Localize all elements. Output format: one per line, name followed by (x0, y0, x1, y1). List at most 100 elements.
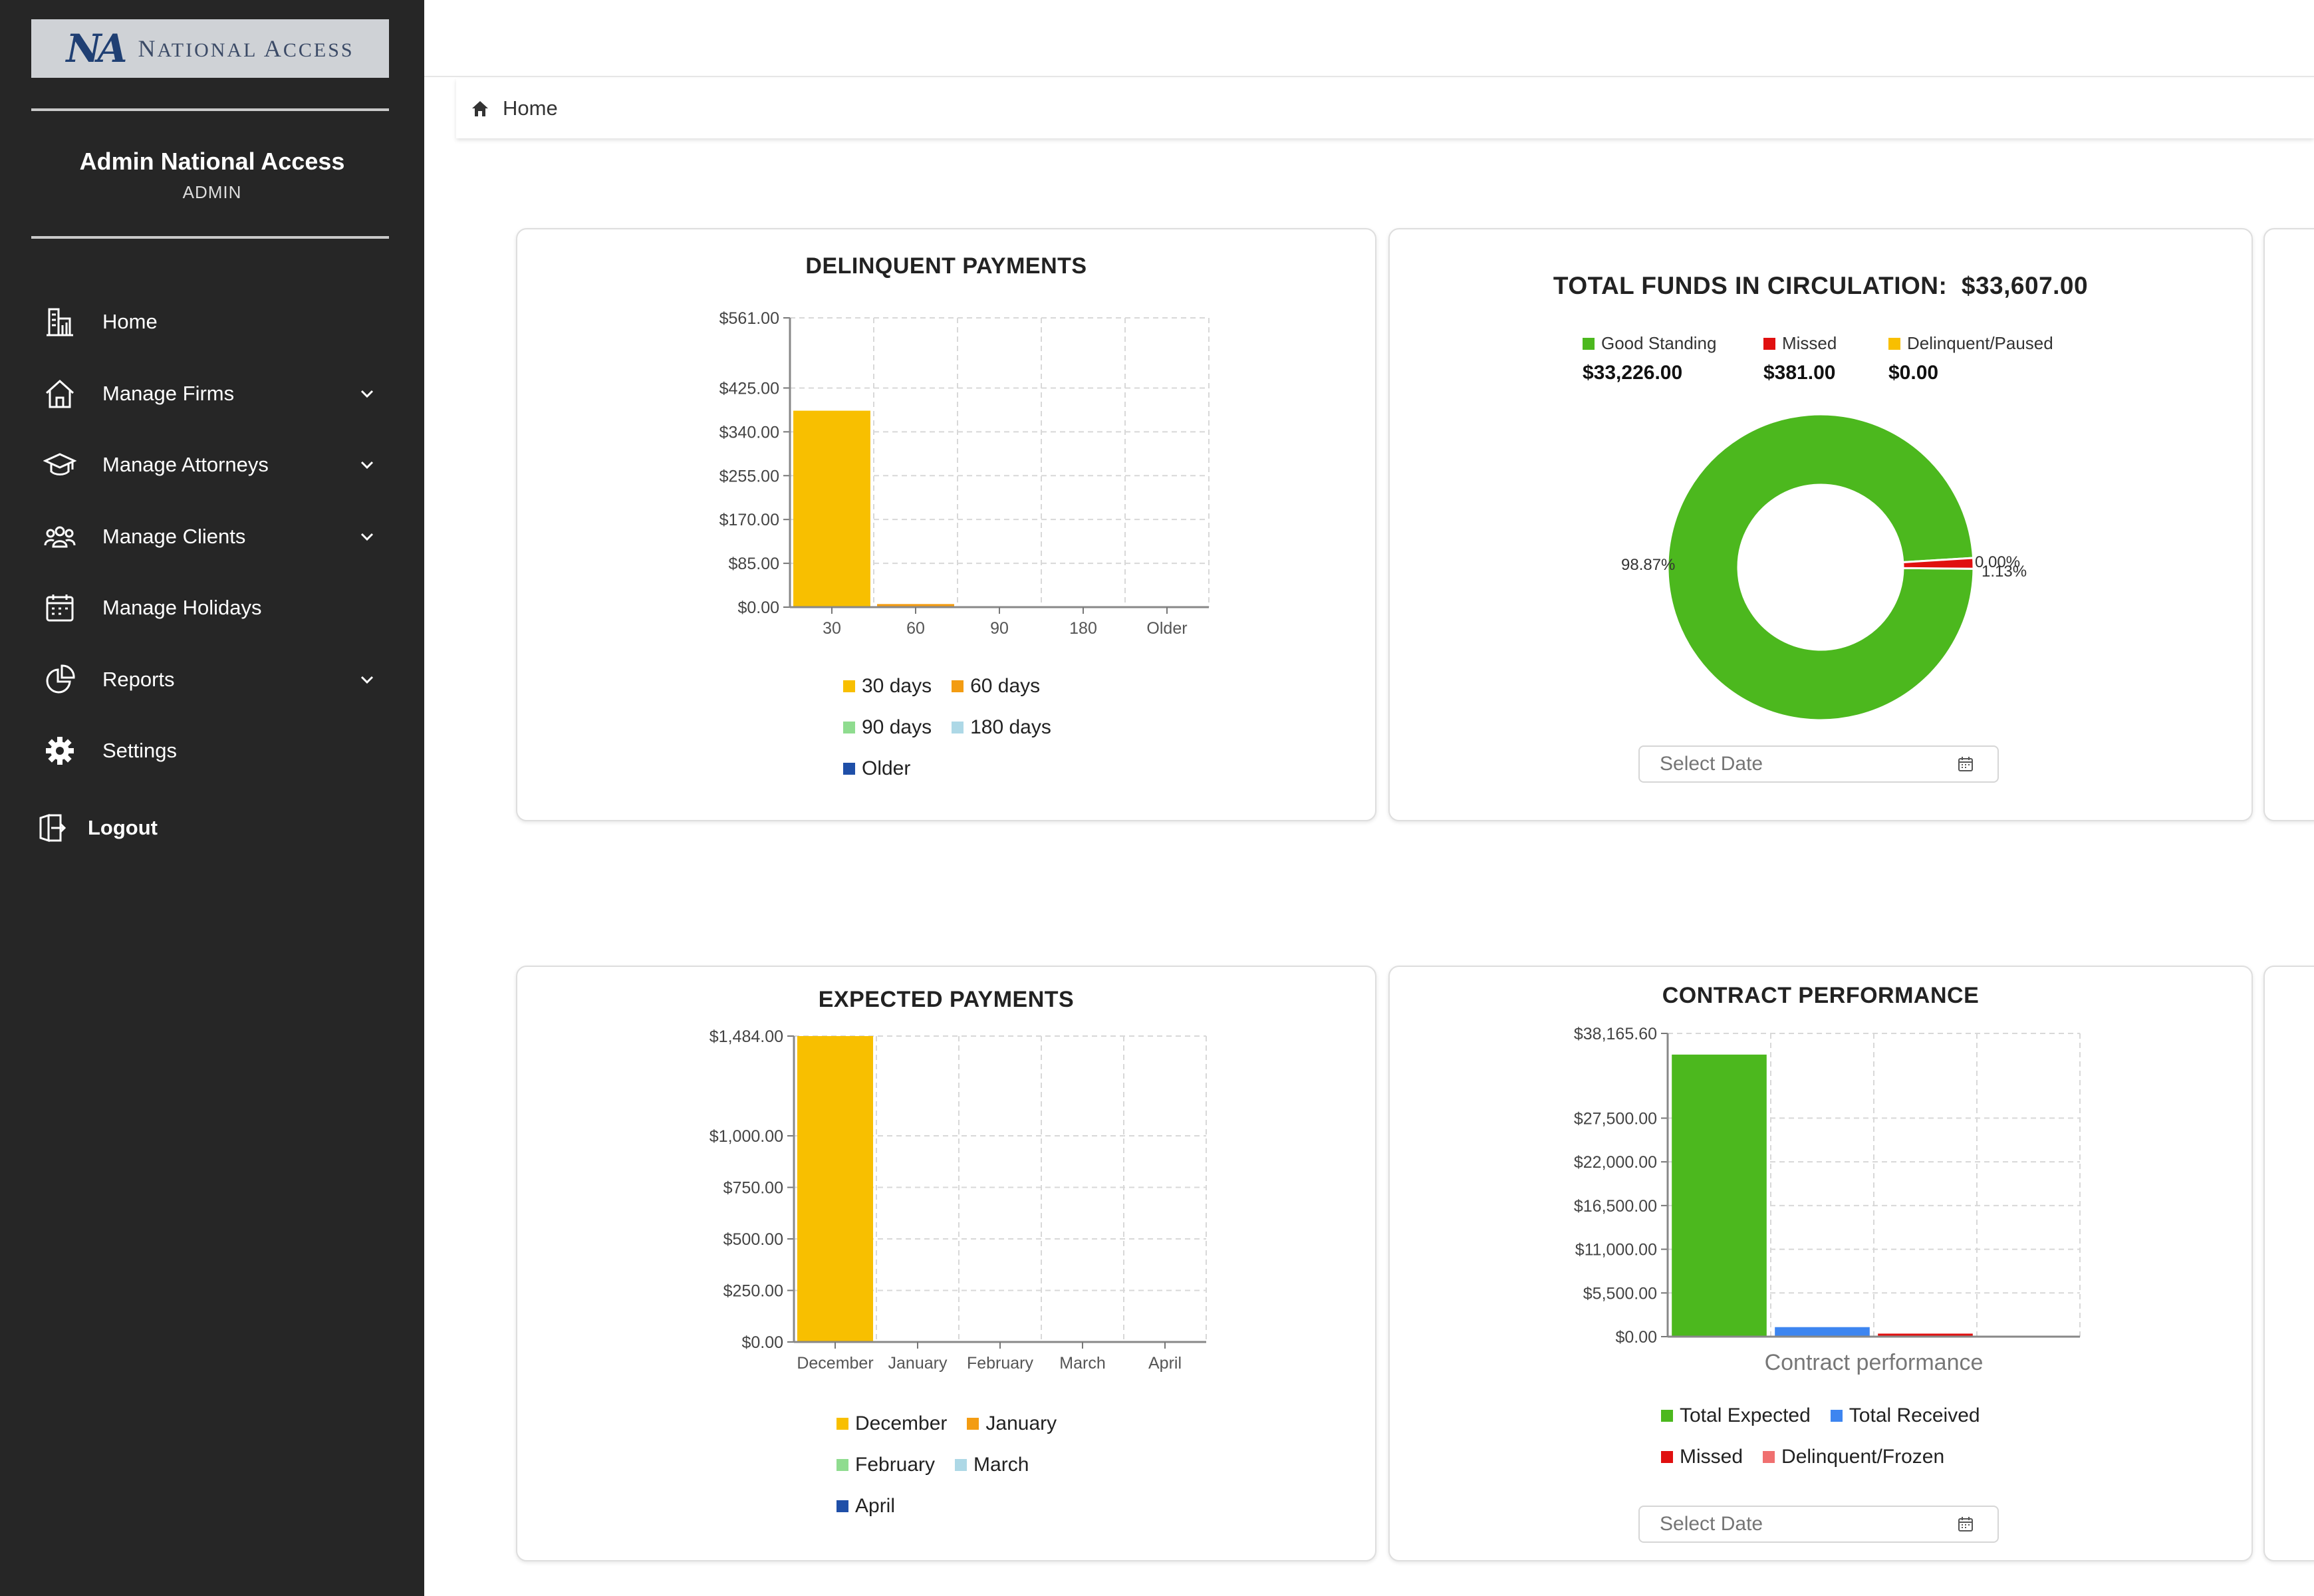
y-tick-label: $425.00 (719, 379, 779, 398)
y-tick-label: $0.00 (741, 1333, 783, 1352)
breadcrumb-home[interactable]: Home (503, 96, 558, 120)
x-tick-label: April (1148, 1354, 1182, 1373)
nav-item-home[interactable]: Home (41, 299, 380, 345)
legend-label: 90 days (862, 716, 932, 738)
legend-label: March (973, 1454, 1029, 1476)
x-tick-label: Older (1146, 619, 1187, 638)
y-tick-label: $16,500.00 (1574, 1197, 1657, 1216)
legend-label: February (855, 1454, 936, 1476)
top-header (424, 0, 2314, 77)
delinquent-payments-card: DELINQUENT PAYMENTS $0.00 $85.00 $170.00 $2… (516, 228, 1376, 821)
logout-button[interactable]: Logout (33, 805, 372, 851)
status-good-standing: Good Standing $33,226.00 (1583, 333, 1717, 384)
legend-label: December (855, 1412, 948, 1434)
nav-item-manage-firms[interactable]: Manage Firms (41, 370, 380, 417)
legend-row: 30 days 60 days (843, 675, 1040, 698)
bar (1878, 1333, 1973, 1337)
delinquent-payments-chart: $0.00 $85.00 $170.00 $255.00 $340.00 $425.00 $… (719, 309, 1210, 638)
nav-label: Reports (102, 668, 175, 691)
legend-label: 180 days (970, 716, 1051, 738)
x-tick-label: February (967, 1354, 1034, 1373)
funds-date-picker[interactable] (1638, 745, 1999, 783)
legend-item[interactable]: Older (843, 757, 910, 780)
brand-logo[interactable]: NA NATIONAL ACCESS (31, 19, 389, 78)
legend-row: December January (836, 1412, 1057, 1435)
home-icon[interactable] (468, 96, 492, 120)
bar (1775, 1327, 1870, 1337)
date-input[interactable] (1658, 1512, 1954, 1536)
chevron-down-icon[interactable] (354, 380, 380, 407)
bar (797, 1036, 874, 1342)
card-title: CONTRACT PERFORMANCE (1662, 983, 1980, 1008)
legend-item[interactable]: Missed (1661, 1446, 1743, 1468)
y-tick-label: $22,000.00 (1574, 1153, 1657, 1172)
nav-label: Manage Holidays (102, 596, 262, 619)
sidebar-divider (31, 236, 389, 239)
legend-swatch (1763, 1451, 1775, 1463)
funds-donut-chart: 98.87% 1.13%0.00% (1621, 413, 2027, 722)
pie-slice (1902, 557, 1975, 570)
legend-item[interactable]: Total Expected (1661, 1404, 1811, 1427)
legend-item[interactable]: 90 days (843, 716, 932, 739)
legend-item[interactable]: February (836, 1454, 935, 1476)
legend-swatch (1661, 1410, 1673, 1422)
legend-swatch (836, 1418, 848, 1430)
y-tick-label: $1,000.00 (709, 1127, 783, 1146)
logout-label: Logout (88, 816, 158, 839)
legend-item[interactable]: Total Received (1830, 1404, 1980, 1427)
y-tick-label: $0.00 (737, 598, 779, 617)
chevron-down-icon[interactable] (354, 666, 380, 693)
legend-item[interactable]: March (955, 1454, 1029, 1476)
legend-item[interactable]: 180 days (952, 716, 1051, 739)
contract-date-picker[interactable] (1638, 1506, 1999, 1543)
legend-row: Older (843, 757, 910, 780)
legend-label: Missed (1680, 1446, 1743, 1468)
y-tick-label: $0.00 (1615, 1328, 1657, 1347)
contract-performance-chart: $0.00 $5,500.00 $11,000.00 $16,500.00 $22,00… (1574, 1025, 2081, 1375)
legend-item[interactable]: 60 days (952, 675, 1040, 698)
calendar-icon[interactable] (1954, 1512, 1978, 1536)
nav-item-manage-clients[interactable]: Manage Clients (41, 513, 380, 560)
x-tick-label: 90 (990, 619, 1009, 638)
date-input[interactable] (1658, 752, 1954, 776)
y-tick-label: $27,500.00 (1574, 1109, 1657, 1128)
partial-card (2263, 228, 2314, 821)
gear-icon (41, 732, 78, 769)
legend-label: Delinquent/Frozen (1781, 1446, 1945, 1468)
legend-item[interactable]: Delinquent/Frozen (1763, 1446, 1944, 1468)
slice-label: 98.87% (1621, 556, 1675, 574)
y-tick-label: $255.00 (719, 467, 779, 485)
nav-item-settings[interactable]: Settings (41, 728, 380, 774)
legend-row: February March (836, 1454, 1029, 1476)
logo-text: NATIONAL ACCESS (138, 35, 354, 62)
y-tick-label: $340.00 (719, 423, 779, 442)
nav-item-manage-attorneys[interactable]: Manage Attorneys (41, 442, 380, 488)
calendar-icon (41, 589, 78, 626)
slice-label: 1.13% (1982, 563, 2027, 581)
bar (877, 604, 954, 607)
legend-label: January (985, 1412, 1057, 1434)
calendar-icon[interactable] (1954, 752, 1978, 776)
legend-label: 30 days (862, 675, 932, 697)
legend-label: April (855, 1495, 896, 1517)
legend-item[interactable]: December (836, 1412, 947, 1435)
legend-row: Missed Delinquent/Frozen (1661, 1446, 1944, 1468)
expected-payments-card: EXPECTED PAYMENTS $0.00 $250.00 $500.00 $75… (516, 966, 1376, 1561)
nav-item-reports[interactable]: Reports (41, 656, 380, 703)
y-tick-label: $38,165.60 (1574, 1025, 1657, 1043)
legend-item[interactable]: April (836, 1495, 895, 1518)
nav-item-manage-holidays[interactable]: Manage Holidays (41, 585, 380, 631)
chevron-down-icon[interactable] (354, 452, 380, 478)
chevron-down-icon[interactable] (354, 523, 380, 550)
legend-swatch (967, 1418, 979, 1430)
legend-item[interactable]: 30 days (843, 675, 932, 698)
x-tick-label: January (888, 1354, 948, 1373)
legend-label: Total Received (1849, 1404, 1980, 1426)
y-tick-label: $750.00 (723, 1179, 783, 1198)
card-title: DELINQUENT PAYMENTS (805, 253, 1087, 279)
users-icon (41, 518, 78, 555)
legend-label: Older (862, 757, 911, 779)
partial-card (2263, 966, 2314, 1561)
legend-item[interactable]: January (967, 1412, 1057, 1435)
legend-swatch (952, 680, 964, 692)
